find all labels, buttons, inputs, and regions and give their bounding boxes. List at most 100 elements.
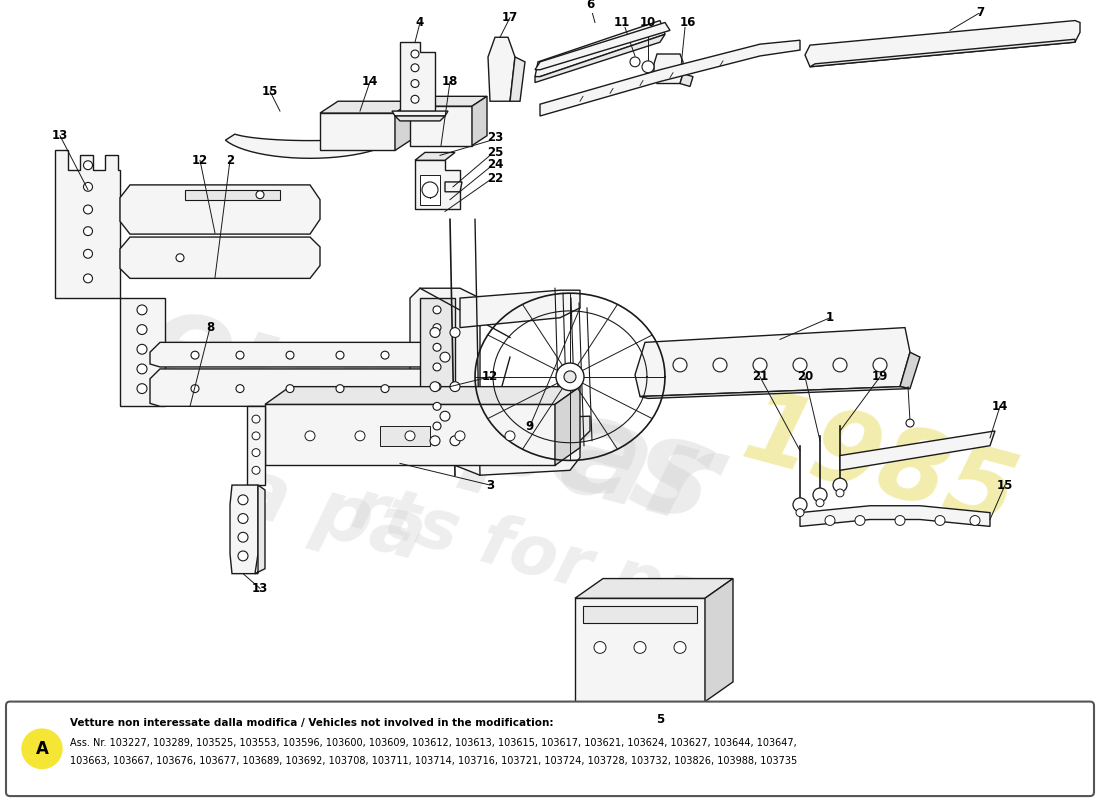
Polygon shape xyxy=(410,106,472,146)
Polygon shape xyxy=(540,40,800,116)
Polygon shape xyxy=(635,327,910,397)
Polygon shape xyxy=(800,506,990,526)
Circle shape xyxy=(84,205,92,214)
Text: 13: 13 xyxy=(52,129,68,142)
Polygon shape xyxy=(460,290,580,327)
Text: 10: 10 xyxy=(640,16,656,29)
Polygon shape xyxy=(120,237,320,278)
Text: 15: 15 xyxy=(997,478,1013,491)
Text: Vetture non interessate dalla modifica / Vehicles not involved in the modificati: Vetture non interessate dalla modifica /… xyxy=(70,718,553,728)
Circle shape xyxy=(411,95,419,103)
Polygon shape xyxy=(410,96,487,106)
Polygon shape xyxy=(55,150,120,298)
Circle shape xyxy=(252,466,260,474)
Circle shape xyxy=(336,351,344,359)
Circle shape xyxy=(440,352,450,362)
Polygon shape xyxy=(120,298,165,406)
Polygon shape xyxy=(840,431,996,470)
Polygon shape xyxy=(320,102,412,113)
Circle shape xyxy=(138,305,147,315)
Text: 12: 12 xyxy=(482,370,498,383)
Polygon shape xyxy=(556,386,580,466)
Polygon shape xyxy=(680,74,693,86)
Text: 6: 6 xyxy=(586,0,594,11)
Text: 103663, 103667, 103676, 103677, 103689, 103692, 103708, 103711, 103714, 103716, : 103663, 103667, 103676, 103677, 103689, … xyxy=(70,756,798,766)
Circle shape xyxy=(970,515,980,526)
Circle shape xyxy=(422,182,438,198)
Text: europar: europar xyxy=(130,278,730,554)
Polygon shape xyxy=(185,190,280,200)
Text: 15: 15 xyxy=(262,85,278,98)
Text: 20: 20 xyxy=(796,370,813,383)
Circle shape xyxy=(450,382,460,391)
Text: a pa: a pa xyxy=(226,452,434,578)
Text: 3: 3 xyxy=(486,478,494,491)
Text: 14: 14 xyxy=(362,75,378,88)
Circle shape xyxy=(286,385,294,393)
Circle shape xyxy=(634,642,646,654)
Text: 19: 19 xyxy=(872,370,888,383)
Circle shape xyxy=(430,327,440,338)
Circle shape xyxy=(336,385,344,393)
Circle shape xyxy=(191,351,199,359)
Circle shape xyxy=(754,358,767,372)
Polygon shape xyxy=(415,160,460,210)
Polygon shape xyxy=(420,175,440,205)
Text: 24: 24 xyxy=(487,158,503,170)
Circle shape xyxy=(84,161,92,170)
Polygon shape xyxy=(488,38,515,102)
Text: 22: 22 xyxy=(487,171,503,185)
Circle shape xyxy=(440,411,450,421)
Polygon shape xyxy=(654,54,683,83)
Polygon shape xyxy=(226,134,395,158)
Circle shape xyxy=(433,382,441,390)
Circle shape xyxy=(305,431,315,441)
Circle shape xyxy=(238,495,248,505)
Circle shape xyxy=(355,431,365,441)
Circle shape xyxy=(594,642,606,654)
Polygon shape xyxy=(265,404,556,466)
FancyBboxPatch shape xyxy=(6,702,1094,796)
Polygon shape xyxy=(535,34,666,82)
Circle shape xyxy=(673,358,688,372)
Polygon shape xyxy=(248,406,265,485)
Polygon shape xyxy=(446,182,462,192)
Text: 18: 18 xyxy=(442,75,459,88)
Circle shape xyxy=(411,79,419,87)
Polygon shape xyxy=(120,185,320,234)
Circle shape xyxy=(433,343,441,351)
Polygon shape xyxy=(255,485,265,574)
Circle shape xyxy=(238,551,248,561)
Circle shape xyxy=(84,226,92,235)
Circle shape xyxy=(191,385,199,393)
Circle shape xyxy=(430,436,440,446)
Polygon shape xyxy=(510,57,525,102)
Text: 2: 2 xyxy=(226,154,234,166)
Circle shape xyxy=(22,729,62,769)
Polygon shape xyxy=(400,42,434,111)
Circle shape xyxy=(176,254,184,262)
Circle shape xyxy=(433,324,441,331)
Circle shape xyxy=(238,532,248,542)
Polygon shape xyxy=(583,606,697,623)
Circle shape xyxy=(450,436,460,446)
Polygon shape xyxy=(415,153,455,160)
Circle shape xyxy=(793,498,807,512)
Text: 5: 5 xyxy=(656,713,664,726)
Circle shape xyxy=(833,358,847,372)
Circle shape xyxy=(138,325,147,334)
Text: 7: 7 xyxy=(976,6,984,19)
Circle shape xyxy=(256,190,264,198)
Polygon shape xyxy=(535,22,670,70)
Text: 4: 4 xyxy=(416,16,425,29)
Circle shape xyxy=(433,363,441,371)
Circle shape xyxy=(138,344,147,354)
Circle shape xyxy=(825,515,835,526)
Circle shape xyxy=(84,250,92,258)
Circle shape xyxy=(816,499,824,506)
Polygon shape xyxy=(230,485,258,574)
Polygon shape xyxy=(810,39,1075,66)
Circle shape xyxy=(433,306,441,314)
Circle shape xyxy=(84,182,92,191)
Circle shape xyxy=(286,351,294,359)
